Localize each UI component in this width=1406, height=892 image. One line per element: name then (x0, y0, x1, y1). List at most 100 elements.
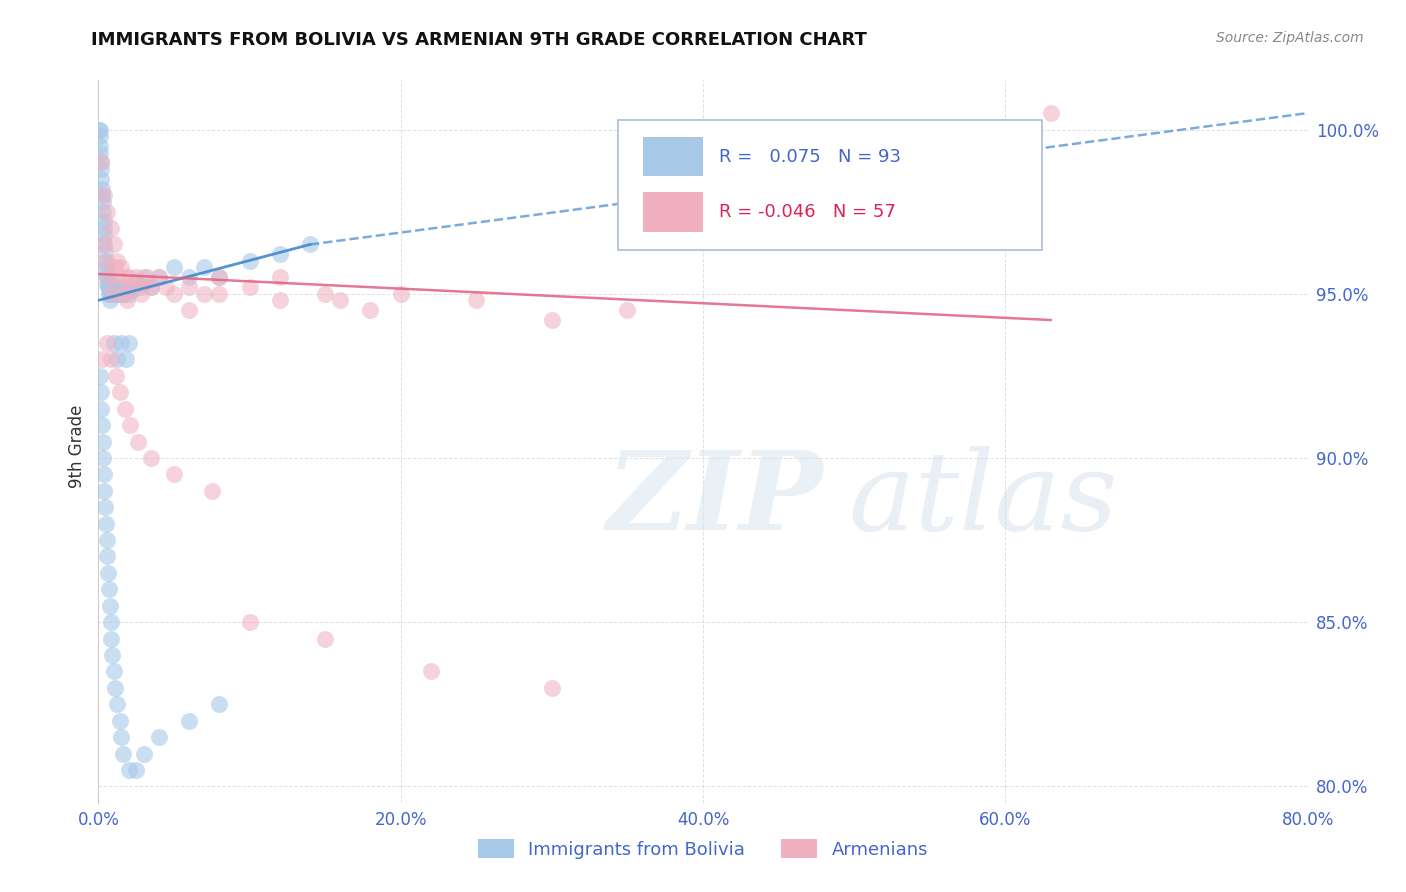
Point (94, 500, 117, 515)
Point (101, 648, 124, 662)
Point (90, 155, 112, 169)
Text: IMMIGRANTS FROM BOLIVIA VS ARMENIAN 9TH GRADE CORRELATION CHART: IMMIGRANTS FROM BOLIVIA VS ARMENIAN 9TH … (91, 31, 868, 49)
Point (100, 632, 122, 646)
Point (90, 161, 112, 176)
Point (89, 129, 111, 144)
Point (91, 194, 114, 209)
Point (93, 188, 115, 202)
Point (110, 385, 132, 400)
Point (90, 385, 112, 400)
Point (121, 280, 143, 294)
Point (101, 286, 124, 301)
Text: R =   0.075   N = 93: R = 0.075 N = 93 (718, 148, 901, 166)
Point (96, 533, 118, 547)
Text: atlas: atlas (848, 446, 1118, 553)
Point (98, 280, 121, 294)
Point (208, 286, 231, 301)
Point (91, 450, 114, 465)
Point (96, 277, 118, 291)
Point (103, 280, 125, 294)
Point (96, 549, 118, 564)
Point (120, 418, 142, 433)
Point (93, 237, 115, 252)
Point (90, 171, 112, 186)
Point (108, 714, 131, 728)
Point (96, 270, 118, 285)
Point (98, 293, 121, 308)
Point (94, 516, 117, 531)
Point (110, 286, 132, 301)
Point (125, 277, 148, 291)
Point (135, 270, 157, 285)
Point (269, 247, 291, 261)
Point (132, 270, 155, 285)
Point (110, 336, 132, 351)
Point (104, 286, 127, 301)
Point (148, 270, 170, 285)
Point (111, 284, 134, 298)
Point (129, 286, 152, 301)
Point (1039, 106, 1062, 120)
Point (208, 698, 231, 712)
Point (103, 237, 125, 252)
Point (91, 352, 114, 367)
Point (465, 293, 488, 308)
Point (105, 284, 128, 298)
Text: R = -0.046   N = 57: R = -0.046 N = 57 (718, 203, 896, 221)
Point (94, 260, 117, 275)
Point (94, 244, 117, 258)
Point (141, 450, 163, 465)
Point (97, 566, 120, 580)
Point (98, 599, 121, 613)
Point (540, 313, 562, 327)
Point (114, 270, 136, 285)
Point (89, 368, 111, 383)
Text: 9th Grade: 9th Grade (69, 404, 86, 488)
Point (114, 280, 136, 294)
Point (208, 270, 231, 285)
Point (98, 286, 121, 301)
Point (420, 665, 443, 679)
Point (201, 483, 224, 498)
Point (125, 270, 148, 285)
Point (96, 204, 118, 219)
Point (118, 286, 141, 301)
Point (179, 714, 201, 728)
Point (179, 270, 201, 285)
Point (100, 352, 122, 367)
Point (100, 280, 122, 294)
Point (93, 483, 115, 498)
Point (329, 293, 352, 308)
Point (103, 665, 125, 679)
Point (107, 286, 129, 301)
Point (208, 270, 231, 285)
Point (103, 336, 125, 351)
Point (132, 277, 155, 291)
Point (104, 260, 127, 275)
Point (104, 368, 127, 383)
Point (239, 615, 262, 630)
Point (148, 730, 170, 744)
Point (91, 237, 114, 252)
Point (107, 270, 129, 285)
Point (163, 467, 186, 482)
Point (129, 280, 152, 294)
Point (90, 401, 112, 416)
Point (91, 182, 114, 196)
Point (100, 277, 122, 291)
Point (89, 122, 111, 136)
Point (163, 260, 186, 275)
Point (132, 747, 155, 761)
Point (94, 254, 117, 268)
Point (98, 270, 121, 285)
Point (118, 336, 141, 351)
Point (89, 122, 111, 136)
Point (616, 303, 638, 318)
Point (115, 293, 138, 308)
Point (239, 254, 262, 268)
Point (127, 434, 149, 449)
Point (98, 582, 121, 597)
Point (93, 221, 115, 235)
Point (108, 280, 131, 294)
Point (105, 352, 128, 367)
